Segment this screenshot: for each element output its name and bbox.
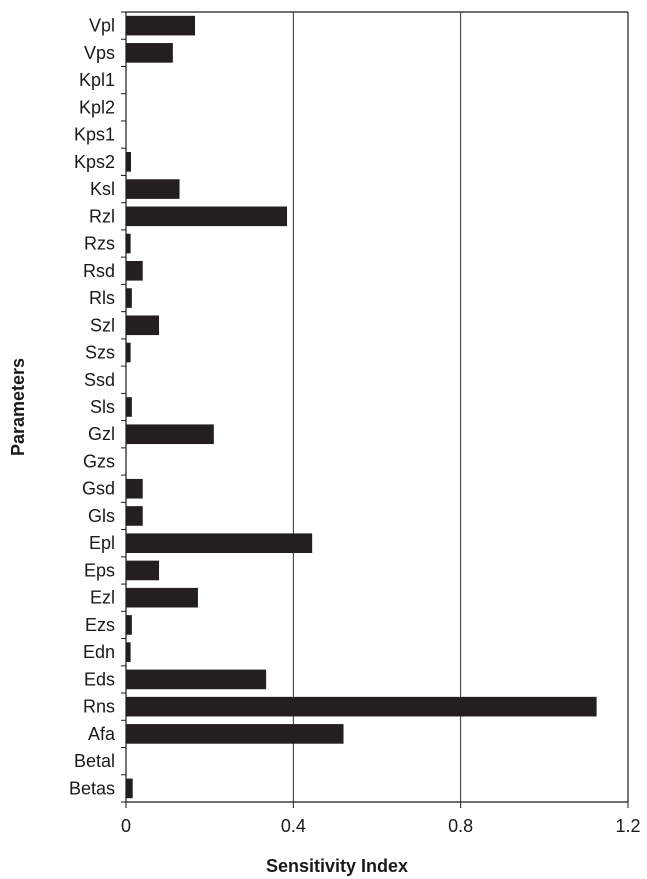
category-label-betal: Betal xyxy=(74,751,115,771)
bar-kps2 xyxy=(126,152,132,172)
x-tick-label: 0.4 xyxy=(281,816,306,836)
category-label-ezl: Ezl xyxy=(90,588,115,608)
category-label-szl: Szl xyxy=(90,315,115,335)
category-label-gzl: Gzl xyxy=(88,424,115,444)
bar-epl xyxy=(126,533,313,554)
category-label-betas: Betas xyxy=(69,778,115,798)
tick-labels: Vpl Vps Kpl1 Kpl2 Kps1 Kps2 Ksl Rzl Rzs Rsd Rls Szl… xyxy=(69,16,641,836)
category-label-ssd: Ssd xyxy=(84,370,115,390)
bar-gls xyxy=(126,506,143,526)
bar-vpl xyxy=(126,15,196,36)
bar-eds xyxy=(126,669,267,690)
bar-rsd xyxy=(126,260,143,281)
bar-ezs xyxy=(126,615,132,635)
category-label-ezs: Ezs xyxy=(85,615,115,635)
category-label-rsd: Rsd xyxy=(83,261,115,281)
bar-rls xyxy=(126,288,132,308)
bar-ksl xyxy=(126,179,180,199)
bars xyxy=(126,15,597,799)
category-label-kps2: Kps2 xyxy=(74,152,115,172)
x-tick-label: 0 xyxy=(121,816,131,836)
category-label-rzs: Rzs xyxy=(84,234,115,254)
bar-rzl xyxy=(126,206,288,227)
category-label-afa: Afa xyxy=(88,724,116,744)
bar-edn xyxy=(126,642,131,662)
x-tick-label: 1.2 xyxy=(615,816,640,836)
category-label-gls: Gls xyxy=(88,506,115,526)
bar-gsd xyxy=(126,478,143,499)
category-label-epl: Epl xyxy=(89,533,115,553)
bar-betas xyxy=(126,778,133,799)
category-label-gzs: Gzs xyxy=(83,451,115,471)
category-label-szs: Szs xyxy=(85,343,115,363)
category-label-gsd: Gsd xyxy=(82,479,115,499)
bar-afa xyxy=(126,724,344,744)
bar-eps xyxy=(126,560,160,581)
x-tick-label: 0.8 xyxy=(448,816,473,836)
category-label-sls: Sls xyxy=(90,397,115,417)
category-label-kpl1: Kpl1 xyxy=(79,70,115,90)
category-label-edn: Edn xyxy=(83,642,115,662)
category-label-rns: Rns xyxy=(83,697,115,717)
bar-rzs xyxy=(126,233,131,254)
bar-szs xyxy=(126,342,131,363)
category-label-vpl: Vpl xyxy=(89,16,115,36)
bar-sls xyxy=(126,397,132,417)
category-label-rzl: Rzl xyxy=(89,206,115,226)
bar-vps xyxy=(126,43,173,63)
category-label-kpl2: Kpl2 xyxy=(79,97,115,117)
bar-ezl xyxy=(126,587,198,608)
category-label-rls: Rls xyxy=(89,288,115,308)
category-label-vps: Vps xyxy=(84,43,115,63)
x-axis-title: Sensitivity Index xyxy=(266,856,408,876)
bar-rns xyxy=(126,696,597,717)
category-label-eps: Eps xyxy=(84,560,115,580)
category-label-kps1: Kps1 xyxy=(74,125,115,145)
bar-szl xyxy=(126,315,160,336)
y-axis-title: Parameters xyxy=(8,358,28,456)
bar-gzl xyxy=(126,424,214,445)
axes xyxy=(121,11,629,808)
grid-lines xyxy=(292,12,629,802)
category-label-eds: Eds xyxy=(84,669,115,689)
category-label-ksl: Ksl xyxy=(90,179,115,199)
